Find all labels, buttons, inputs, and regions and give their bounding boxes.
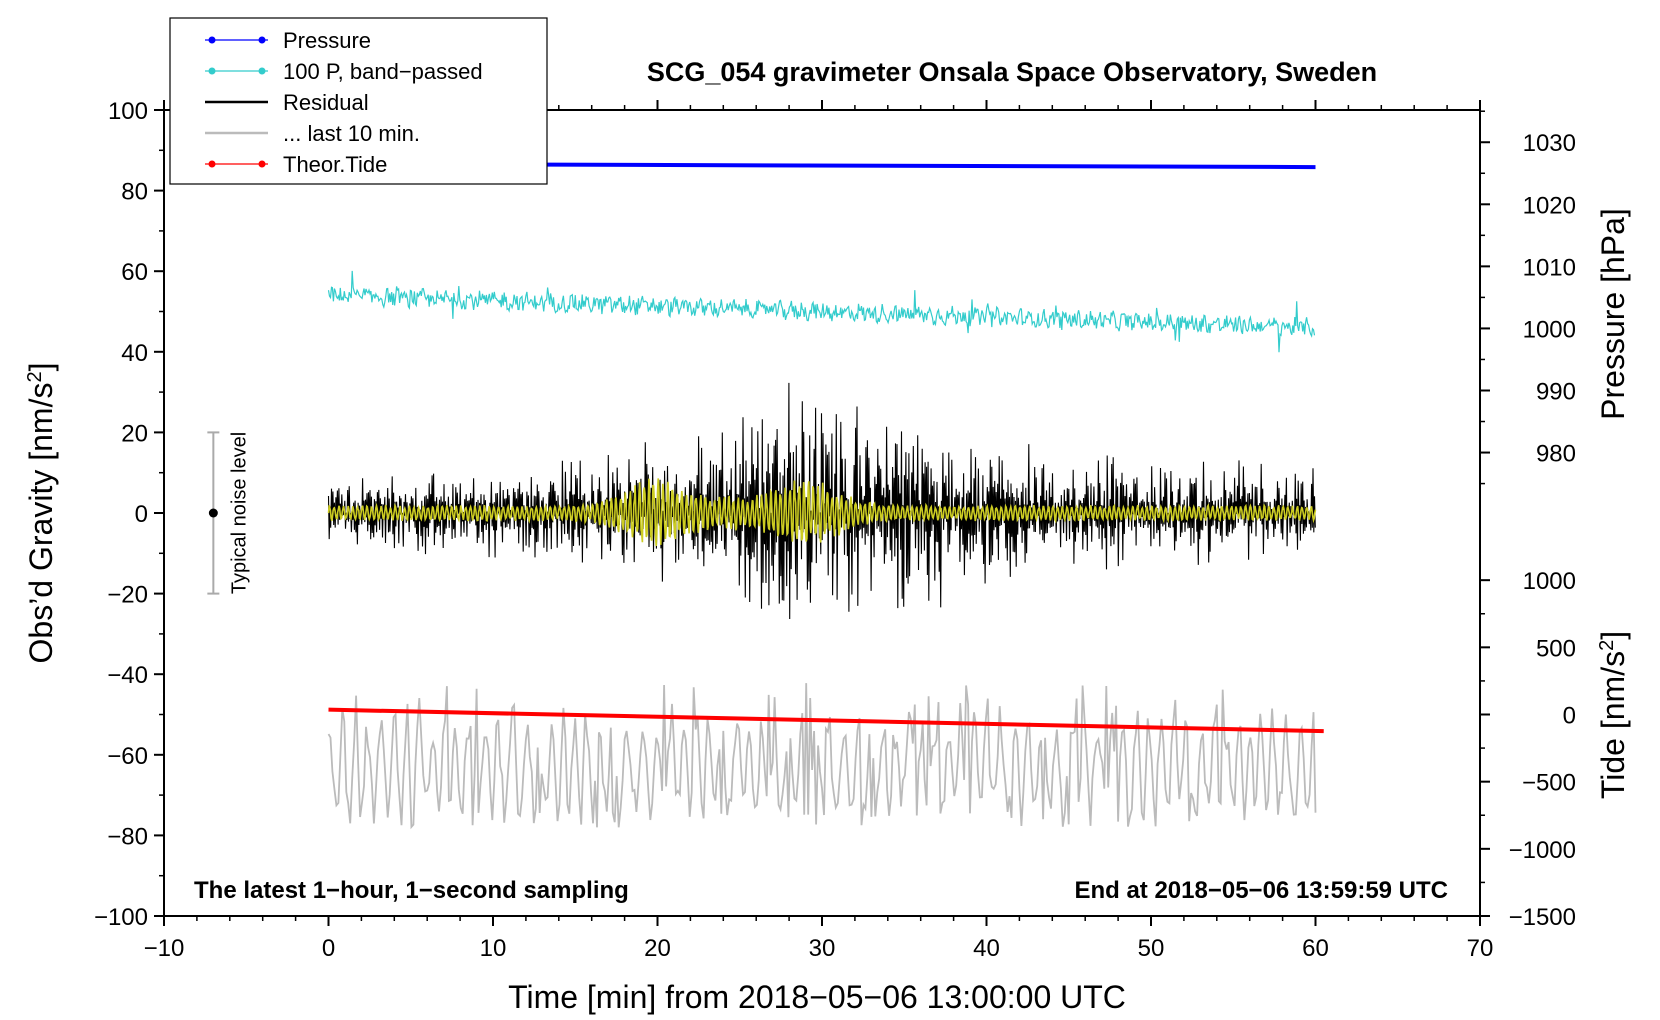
x-tick-label: 10 xyxy=(480,935,507,962)
legend-dot xyxy=(208,160,216,168)
y-tick-label: 40 xyxy=(121,340,148,367)
pressure-tick-label: 980 xyxy=(1536,441,1576,468)
pressure-tick-label: 1020 xyxy=(1523,192,1576,219)
y-tick-label: 100 xyxy=(108,98,148,125)
legend-dot xyxy=(258,36,266,44)
y-tick-label: 80 xyxy=(121,179,148,206)
y-tick-label: 20 xyxy=(121,420,148,447)
y-axis-label-tide-close: ] xyxy=(1595,631,1631,640)
legend-entries: Pressure 100 P, band−passed Residual ... la… xyxy=(205,28,483,177)
x-tick-label: 70 xyxy=(1467,935,1494,962)
tide-tick-label: −1500 xyxy=(1509,904,1576,931)
legend-dot xyxy=(258,160,266,168)
legend-label: Theor.Tide xyxy=(283,152,387,177)
tide-tick-label: 0 xyxy=(1563,703,1576,730)
note-end-time: End at 2018−05−06 13:59:59 UTC xyxy=(1074,877,1448,904)
y-tick-label: 60 xyxy=(121,259,148,286)
legend-dot xyxy=(208,67,216,75)
noise-level-label: Typical noise level xyxy=(228,432,250,594)
legend-label: 100 P, band−passed xyxy=(283,59,483,84)
pressure-tick-label: 1010 xyxy=(1523,254,1576,281)
x-tick-label: 0 xyxy=(322,935,335,962)
y-tick-label: −40 xyxy=(107,662,148,689)
note-sampling: The latest 1−hour, 1−second sampling xyxy=(194,877,629,904)
y-axis-label-tide: Tide [nm/s2] xyxy=(1595,631,1631,799)
y-tick-label: 0 xyxy=(135,501,148,528)
legend-label: Pressure xyxy=(283,28,371,53)
series-pressure-band-passed xyxy=(327,270,1316,353)
x-axis-label: Time [min] from 2018−05−06 13:00:00 UTC xyxy=(508,979,1126,1015)
x-tick-label: 60 xyxy=(1302,935,1329,962)
legend-label: ... last 10 min. xyxy=(283,121,420,146)
x-tick-label: 30 xyxy=(809,935,836,962)
legend-dot xyxy=(258,67,266,75)
y-axis-label-gravity-text: Obs’d Gravity [nm/s xyxy=(23,383,59,664)
y-axis-label-gravity-close: ] xyxy=(23,363,59,372)
y-tick-label: −100 xyxy=(94,904,148,931)
tide-tick-label: 500 xyxy=(1536,635,1576,662)
pressure-tick-label: 1000 xyxy=(1523,316,1576,343)
legend: Pressure 100 P, band−passed Residual ... la… xyxy=(169,17,548,185)
noise-bar-center-dot xyxy=(208,508,218,518)
x-tick-label: 50 xyxy=(1138,935,1165,962)
x-tick-label: 40 xyxy=(973,935,1000,962)
series-residual-low-passed xyxy=(327,478,1317,546)
tide-tick-label: −500 xyxy=(1522,770,1576,797)
ticks-layer: −10 0 10 20 30 40 50 60 70−100−80−60−40−20020406… xyxy=(94,98,1576,962)
x-tick-label: −10 xyxy=(144,935,185,962)
pressure-tick-label: 1030 xyxy=(1523,130,1576,157)
x-tick-label: 20 xyxy=(644,935,671,962)
y-axis-label-tide-text: Tide [nm/s xyxy=(1595,651,1631,799)
y-axis-label-gravity: Obs’d Gravity [nm/s2] xyxy=(23,363,59,664)
tide-tick-label: −1000 xyxy=(1509,837,1576,864)
tide-tick-label: 1000 xyxy=(1523,568,1576,595)
chart-title: SCG_054 gravimeter Onsala Space Observat… xyxy=(647,57,1377,87)
series-last-10-min xyxy=(327,683,1317,830)
legend-dot xyxy=(208,36,216,44)
legend-label: Residual xyxy=(283,90,369,115)
series-theoretical-tide xyxy=(328,707,1324,734)
y-axis-label-gravity-sup: 2 xyxy=(24,371,46,382)
y-tick-label: −20 xyxy=(107,582,148,609)
y-tick-label: −80 xyxy=(107,823,148,850)
y-tick-label: −60 xyxy=(107,743,148,770)
y-axis-label-tide-sup: 2 xyxy=(1596,640,1618,651)
y-axis-label-pressure: Pressure [hPa] xyxy=(1595,208,1631,420)
pressure-tick-label: 990 xyxy=(1536,378,1576,405)
